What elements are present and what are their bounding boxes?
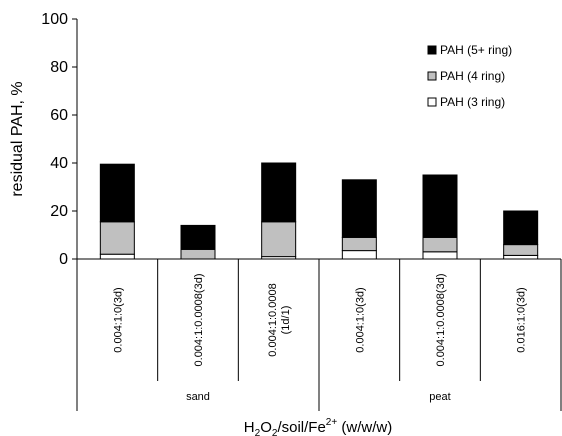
bar-segment [422, 251, 458, 260]
bar-segment [341, 250, 377, 260]
bar-segment [503, 244, 539, 256]
category-label: 0.004:1:0.0008 [267, 283, 279, 356]
x-axis [76, 258, 562, 411]
bar-segment [99, 221, 135, 255]
y-tick-label: 40 [50, 155, 68, 172]
group-label: sand [186, 391, 210, 403]
y-tick-label: 80 [50, 59, 68, 76]
bar-segment [503, 254, 539, 260]
bar-segment [99, 253, 135, 260]
x-axis-label: H2O2/soil/Fe2+ (w/w/w) [244, 417, 392, 436]
y-axis-label: residual PAH, % [9, 81, 26, 196]
category-label: 0.004:1:0(3d) [112, 287, 124, 352]
category-label: 0.004:1:0.0008(3d) [193, 274, 205, 367]
legend-swatch [427, 97, 437, 107]
category-label: 0.016:1:0(3d) [516, 287, 528, 352]
legend: PAH (5+ ring) PAH (4 ring) PAH (3 ring) [427, 43, 512, 109]
legend-label: PAH (5+ ring) [440, 43, 512, 57]
y-axis: 0 20 40 60 80 100 [41, 11, 78, 268]
legend-label: PAH (4 ring) [440, 69, 505, 83]
bar-segment [422, 174, 458, 238]
y-tick-label: 20 [50, 203, 68, 220]
y-tick-label: 60 [50, 107, 68, 124]
bar-segment [341, 179, 377, 238]
group-label: peat [429, 391, 450, 403]
bar-segment [261, 162, 297, 223]
y-tick-label: 100 [41, 11, 68, 28]
bar-segment [341, 236, 377, 252]
bar-segment [99, 163, 135, 223]
legend-label: PAH (3 ring) [440, 95, 505, 109]
bar-segment [180, 248, 216, 260]
bar-segment [180, 224, 216, 250]
bar-segment [503, 210, 539, 246]
bar-segment [261, 221, 297, 258]
legend-swatch [427, 45, 437, 55]
category-label: 0.004:1:0(3d) [354, 287, 366, 352]
y-tick-label: 0 [59, 251, 68, 268]
legend-swatch [427, 71, 437, 81]
category-label: 0.004:1:0.0008(3d) [435, 274, 447, 367]
bar-segment [422, 236, 458, 253]
category-label: (1d/1) [280, 306, 292, 335]
